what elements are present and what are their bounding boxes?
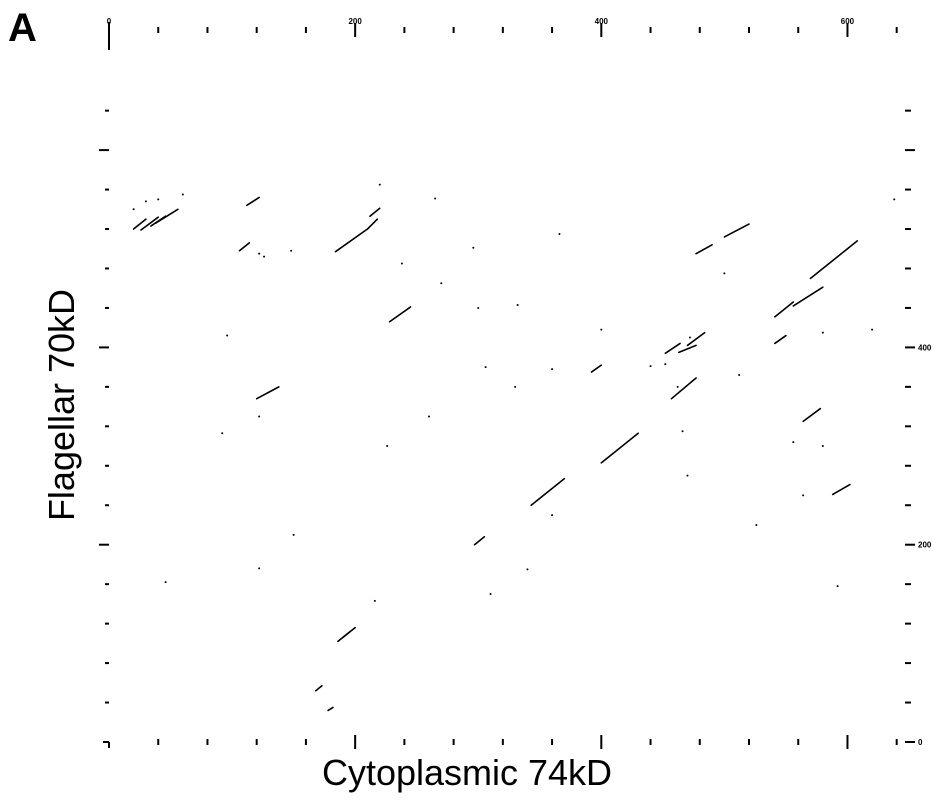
match-dot <box>221 432 224 435</box>
x-axis-title: Cytoplasmic 74kD <box>321 752 613 793</box>
match-dot <box>400 262 403 265</box>
match-segment <box>664 342 681 355</box>
match-segment <box>831 483 851 496</box>
match-dot <box>440 282 443 285</box>
match-dot <box>386 445 389 448</box>
y-axis-title: Flagellar 70kD <box>41 288 82 522</box>
match-dot <box>600 328 603 331</box>
match-dot <box>157 198 160 201</box>
match-dot <box>551 368 554 371</box>
match-segment <box>670 377 697 400</box>
match-dot <box>132 208 135 211</box>
match-dot <box>676 385 679 388</box>
match-dot <box>434 197 437 200</box>
match-segment <box>809 240 859 280</box>
match-segment <box>686 331 706 347</box>
match-dots <box>132 183 896 602</box>
x-tick-label: 600 <box>841 17 855 26</box>
match-segment <box>695 244 713 255</box>
plot-frame <box>103 22 110 748</box>
match-dot <box>526 568 529 571</box>
match-segment <box>327 706 334 712</box>
y-tick-label: 400 <box>918 343 932 352</box>
match-dot <box>821 445 824 448</box>
match-segment <box>678 344 697 354</box>
match-segment <box>473 536 486 546</box>
match-segment <box>255 386 280 400</box>
match-dot <box>226 334 229 337</box>
match-dot <box>258 252 261 255</box>
match-segment <box>132 218 147 230</box>
match-dot <box>802 494 805 497</box>
match-dot <box>292 533 295 536</box>
match-dot <box>686 474 689 477</box>
match-dot <box>164 581 167 584</box>
match-segment <box>388 306 412 323</box>
match-segment <box>314 684 323 692</box>
match-dot <box>681 430 684 433</box>
match-segment <box>590 364 603 373</box>
match-dot <box>144 200 147 203</box>
x-tick-label: 200 <box>348 17 362 26</box>
match-segment <box>369 207 381 217</box>
y-tick-label: 0 <box>918 738 923 747</box>
match-dot <box>755 523 758 526</box>
match-dot <box>738 374 741 377</box>
match-dot <box>258 415 261 418</box>
match-dot <box>558 232 561 235</box>
tick-labels: 0 200 400 600 0 200 400 <box>107 17 932 747</box>
match-segment <box>774 334 787 345</box>
match-segment <box>802 407 822 423</box>
match-dot <box>649 365 652 368</box>
match-segment <box>723 223 750 238</box>
match-segment <box>154 208 179 224</box>
match-dot <box>516 303 519 306</box>
panel-label: A <box>8 6 37 50</box>
match-dot <box>484 366 487 369</box>
match-segment <box>792 286 824 307</box>
match-segment <box>366 218 379 230</box>
match-dot <box>477 306 480 309</box>
match-segment <box>238 242 251 252</box>
x-tick-label: 400 <box>595 17 609 26</box>
match-segment <box>246 196 260 207</box>
match-dot <box>489 593 492 596</box>
match-dot <box>181 193 184 196</box>
match-dot <box>723 272 726 275</box>
match-dot <box>688 336 691 339</box>
match-dot <box>263 255 266 258</box>
y-tick-label: 200 <box>918 541 932 550</box>
match-dot <box>821 331 824 334</box>
match-dot <box>836 585 839 588</box>
match-dot <box>664 363 667 366</box>
match-dot <box>792 441 795 444</box>
tick-marks <box>99 23 915 749</box>
match-dot <box>551 514 554 517</box>
match-segment <box>140 216 160 231</box>
match-segment <box>774 301 795 318</box>
match-dot <box>373 599 376 602</box>
match-segment <box>600 432 640 464</box>
match-segment <box>334 228 369 253</box>
match-dot <box>472 246 475 249</box>
match-dot <box>290 249 293 252</box>
match-dot <box>871 328 874 331</box>
match-segment <box>342 626 356 639</box>
x-tick-label: 0 <box>107 17 112 26</box>
match-dot <box>514 385 517 388</box>
match-segment <box>530 477 566 507</box>
match-dot <box>428 415 430 418</box>
match-segments <box>132 196 859 712</box>
match-dot <box>378 183 381 186</box>
match-dot <box>258 567 261 570</box>
match-dot <box>893 198 896 201</box>
